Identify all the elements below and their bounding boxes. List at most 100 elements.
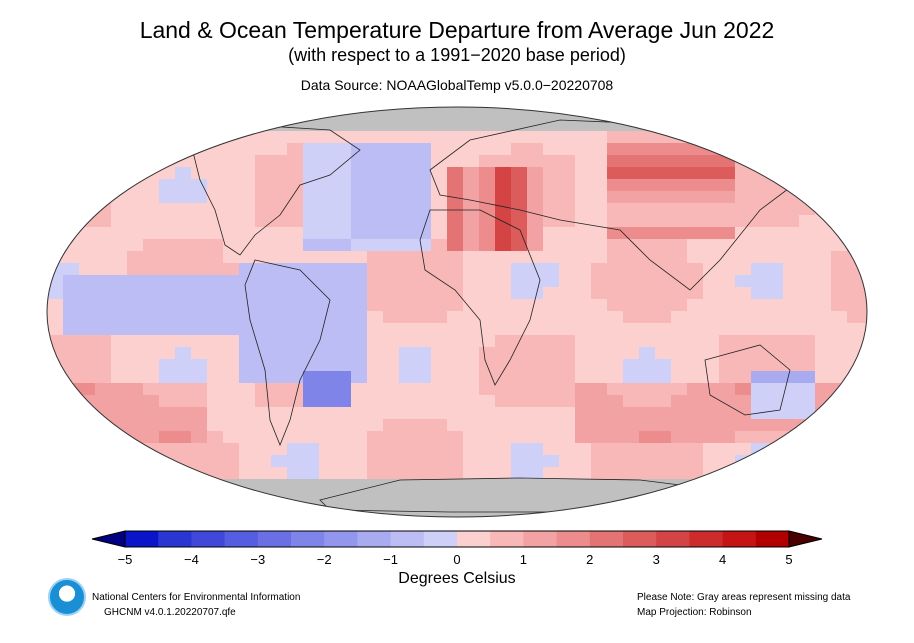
grid-cell xyxy=(255,179,272,192)
grid-cell xyxy=(271,275,288,288)
grid-cell xyxy=(271,155,288,168)
grid-cell xyxy=(783,455,800,468)
grid-cell xyxy=(367,179,384,192)
grid-cell xyxy=(783,155,800,168)
grid-cell xyxy=(463,167,480,180)
grid-cell xyxy=(111,179,128,192)
grid-cell xyxy=(239,431,256,444)
grid-cell xyxy=(223,359,240,372)
grid-cell xyxy=(463,371,480,384)
grid-cell xyxy=(703,215,720,228)
grid-cell xyxy=(95,275,112,288)
grid-cell xyxy=(255,347,272,360)
grid-cell xyxy=(863,239,867,252)
grid-cell xyxy=(399,263,416,276)
grid-cell xyxy=(767,167,784,180)
grid-cell xyxy=(783,311,800,324)
grid-cell xyxy=(575,263,592,276)
grid-cell xyxy=(799,119,816,132)
map-border xyxy=(46,106,868,518)
grid-cell xyxy=(287,107,304,120)
grid-cell xyxy=(719,443,736,456)
grid-cell xyxy=(543,515,560,517)
grid-cell xyxy=(767,287,784,300)
grid-cell xyxy=(159,443,176,456)
grid-cell xyxy=(239,155,256,168)
grid-cell xyxy=(543,383,560,396)
grid-cell xyxy=(79,443,96,456)
grid-cell xyxy=(47,167,64,180)
grid-cell xyxy=(655,407,672,420)
grid-cell xyxy=(351,467,368,480)
grid-cell xyxy=(159,239,176,252)
grid-cell xyxy=(527,467,544,480)
grid-cell xyxy=(751,311,768,324)
grid-cell xyxy=(111,455,128,468)
grid-cell xyxy=(639,419,656,432)
grid-cell xyxy=(511,359,528,372)
grid-cell xyxy=(191,143,208,156)
grid-cell xyxy=(575,191,592,204)
grid-cell xyxy=(47,455,64,468)
grid-cell xyxy=(495,275,512,288)
grid-cell xyxy=(127,395,144,408)
grid-cell xyxy=(319,455,336,468)
grid-cell xyxy=(607,371,624,384)
grid-cell xyxy=(559,239,576,252)
grid-cell xyxy=(831,107,848,120)
grid-cell xyxy=(719,359,736,372)
grid-cell xyxy=(143,359,160,372)
grid-cell xyxy=(575,479,592,492)
grid-cell xyxy=(623,347,640,360)
grid-cell xyxy=(831,263,848,276)
grid-cell xyxy=(383,215,400,228)
grid-cell xyxy=(511,311,528,324)
grid-cell xyxy=(111,143,128,156)
grid-cell xyxy=(127,275,144,288)
grid-cell xyxy=(431,479,448,492)
colorbar-tick: −5 xyxy=(117,552,133,567)
grid-cell xyxy=(463,239,480,252)
grid-cell xyxy=(63,431,80,444)
grid-cell xyxy=(399,383,416,396)
grid-cell xyxy=(735,491,752,504)
grid-cell xyxy=(127,419,144,432)
grid-cell xyxy=(847,371,864,384)
grid-cell xyxy=(143,119,160,132)
grid-cell xyxy=(431,335,448,348)
grid-cell xyxy=(239,311,256,324)
grid-cell xyxy=(399,335,416,348)
grid-cell xyxy=(255,455,272,468)
grid-cell xyxy=(687,503,704,516)
grid-cell xyxy=(351,119,368,132)
grid-cell xyxy=(159,323,176,336)
grid-cell xyxy=(687,395,704,408)
grid-cell xyxy=(431,179,448,192)
grid-cell xyxy=(495,323,512,336)
grid-cell xyxy=(543,503,560,516)
grid-cell xyxy=(719,347,736,360)
grid-cell xyxy=(367,395,384,408)
grid-cell xyxy=(831,371,848,384)
grid-cell xyxy=(863,167,867,180)
grid-cell xyxy=(351,383,368,396)
grid-cell xyxy=(431,239,448,252)
grid-cell xyxy=(639,467,656,480)
grid-cell xyxy=(383,143,400,156)
grid-cell xyxy=(399,491,416,504)
grid-cell xyxy=(559,467,576,480)
grid-cell xyxy=(543,491,560,504)
grid-cell xyxy=(479,191,496,204)
grid-cell xyxy=(351,287,368,300)
grid-cell xyxy=(639,119,656,132)
grid-cell xyxy=(271,143,288,156)
grid-cell xyxy=(287,215,304,228)
grid-cell xyxy=(143,491,160,504)
grid-cell xyxy=(271,239,288,252)
grid-cell xyxy=(415,323,432,336)
grid-cell xyxy=(431,275,448,288)
grid-cell xyxy=(383,467,400,480)
data-source: Data Source: NOAAGlobalTemp v5.0.0−20220… xyxy=(300,77,614,93)
grid-cell xyxy=(415,167,432,180)
grid-cell xyxy=(783,371,800,384)
